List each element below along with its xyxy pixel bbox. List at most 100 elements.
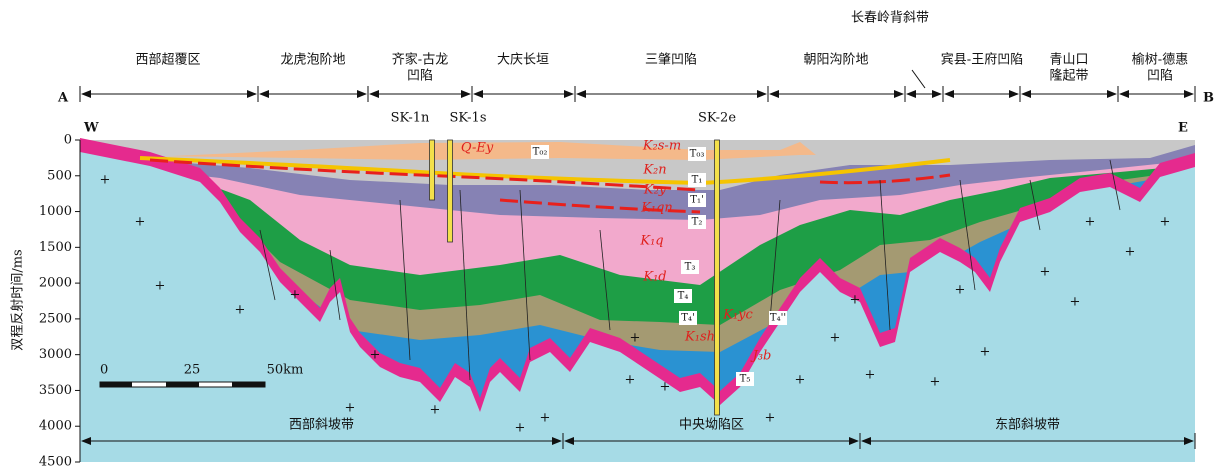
basement-mark: + (370, 348, 381, 363)
scale-fill (166, 382, 199, 387)
basement-mark: + (430, 403, 441, 418)
horizon-box (688, 215, 706, 229)
zone-label: 凹陷 (407, 69, 433, 84)
y-tick-label: 500 (47, 168, 72, 183)
layer-label: K₁sh (684, 330, 715, 345)
geology: + + + + + + + + + + + + + + + + + + + + + + + + + + (80, 138, 1195, 462)
top-note: 长春岭背斜带 (851, 11, 929, 26)
y-tick-label: 3000 (39, 347, 72, 362)
y-tick-label: 4500 (39, 455, 72, 470)
region-label: 西部斜坡带 (289, 418, 354, 433)
horizon-box (688, 173, 706, 187)
east-label: E (1178, 121, 1188, 136)
scale-label: 25 (184, 363, 201, 378)
basement-mark: + (135, 215, 146, 230)
basement-mark: + (1160, 215, 1171, 230)
horizon-box (679, 311, 697, 325)
horizon-box (769, 311, 787, 325)
basement-mark: + (1070, 295, 1081, 310)
zone-label: 西部超覆区 (135, 53, 200, 68)
layer-label: J₃b (750, 349, 772, 364)
y-tick-label: 4000 (39, 419, 72, 434)
horizon-label: T₅ (740, 374, 751, 385)
basement-mark: + (155, 279, 166, 294)
horizon-box (688, 193, 706, 207)
basement-mark: + (850, 293, 861, 308)
horizon-label: T₄'' (770, 313, 786, 324)
axis-label: 双程反射时间/ms (10, 249, 26, 350)
basement-mark: + (100, 173, 111, 188)
zone-label: 宾县-王府凹陷 (941, 52, 1023, 68)
basement-mark: + (1040, 265, 1051, 280)
basement-mark: + (515, 421, 526, 436)
y-tick-label: 1000 (39, 204, 72, 219)
well-label: SK-1n (391, 111, 430, 126)
scale-fill (100, 382, 132, 387)
y-tick-label: 2000 (39, 276, 72, 291)
fault (1109, 159, 1121, 211)
scale-label: 0 (100, 363, 108, 378)
fault (519, 189, 531, 361)
layer-label: K₁yc (722, 308, 753, 323)
basement-mark: + (290, 288, 301, 303)
basement-mark: + (795, 373, 806, 388)
fault (1029, 179, 1041, 231)
y-tick-label: 0 (64, 133, 72, 148)
fault (259, 229, 276, 301)
basement-mark: + (765, 411, 776, 426)
scale-fill (232, 382, 265, 387)
overlay: 0 500 1000 1500 2000 2500 3000 3500 4000 4500 双程反射… (10, 11, 1215, 470)
fault (879, 179, 891, 331)
zone-label: 齐家-古龙 (392, 52, 448, 68)
basement (80, 152, 1195, 462)
fault (459, 189, 471, 381)
layer-label: K₂n (642, 163, 666, 178)
basement-mark: + (1125, 245, 1136, 260)
basement-mark: + (235, 303, 246, 318)
y-tick-label: 1500 (39, 240, 72, 255)
basement-mark: + (540, 411, 551, 426)
well (447, 139, 453, 243)
leader (911, 69, 926, 89)
basement-mark: + (625, 373, 636, 388)
end-label: A (57, 91, 69, 106)
basement-mark: + (660, 380, 671, 395)
horizon-label: T₃ (685, 262, 696, 273)
horizon-label: T₄ (678, 291, 689, 302)
basement-mark: + (955, 283, 966, 298)
layer-label: K₁qn (640, 201, 673, 216)
horizon-box (681, 260, 699, 274)
horizon-label: T₂ (692, 217, 703, 228)
basement-mark: + (865, 368, 876, 383)
basement-mark: + (630, 331, 641, 346)
y-tick-label: 2500 (39, 311, 72, 326)
horizon-box (688, 147, 706, 161)
fault (769, 199, 781, 321)
fault (599, 229, 611, 331)
horizon-box (674, 289, 692, 303)
layer-label: Q-Ey (461, 141, 494, 156)
horizon-label: T₀₂ (533, 147, 548, 158)
basement-mark: + (830, 331, 841, 346)
horizon-label: T₄' (681, 313, 694, 324)
region-label: 东部斜坡带 (995, 418, 1060, 433)
zone-label: 凹陷 (1147, 69, 1173, 84)
scale-label: 50km (267, 363, 304, 378)
zone-label: 青山口 (1049, 53, 1088, 68)
zone-label: 大庆长垣 (497, 53, 549, 68)
layer-label: K₁d (642, 270, 666, 285)
region-label: 中央坳陷区 (679, 418, 744, 433)
yellow-bed (139, 156, 951, 186)
horizon-box (531, 145, 549, 159)
horizon-label: T₁ (692, 175, 703, 186)
layer-label: K₂s-m (642, 139, 681, 154)
well (429, 139, 435, 201)
fault (959, 179, 976, 291)
fault (329, 249, 341, 321)
well-label: SK-1s (449, 111, 486, 126)
zone-label: 榆树-德惠 (1132, 53, 1188, 68)
zone-label: 龙虎泡阶地 (280, 53, 345, 68)
y-tick-label: 3500 (39, 383, 72, 398)
layer-label: K₁q (639, 234, 663, 249)
end-label: B (1203, 91, 1214, 106)
